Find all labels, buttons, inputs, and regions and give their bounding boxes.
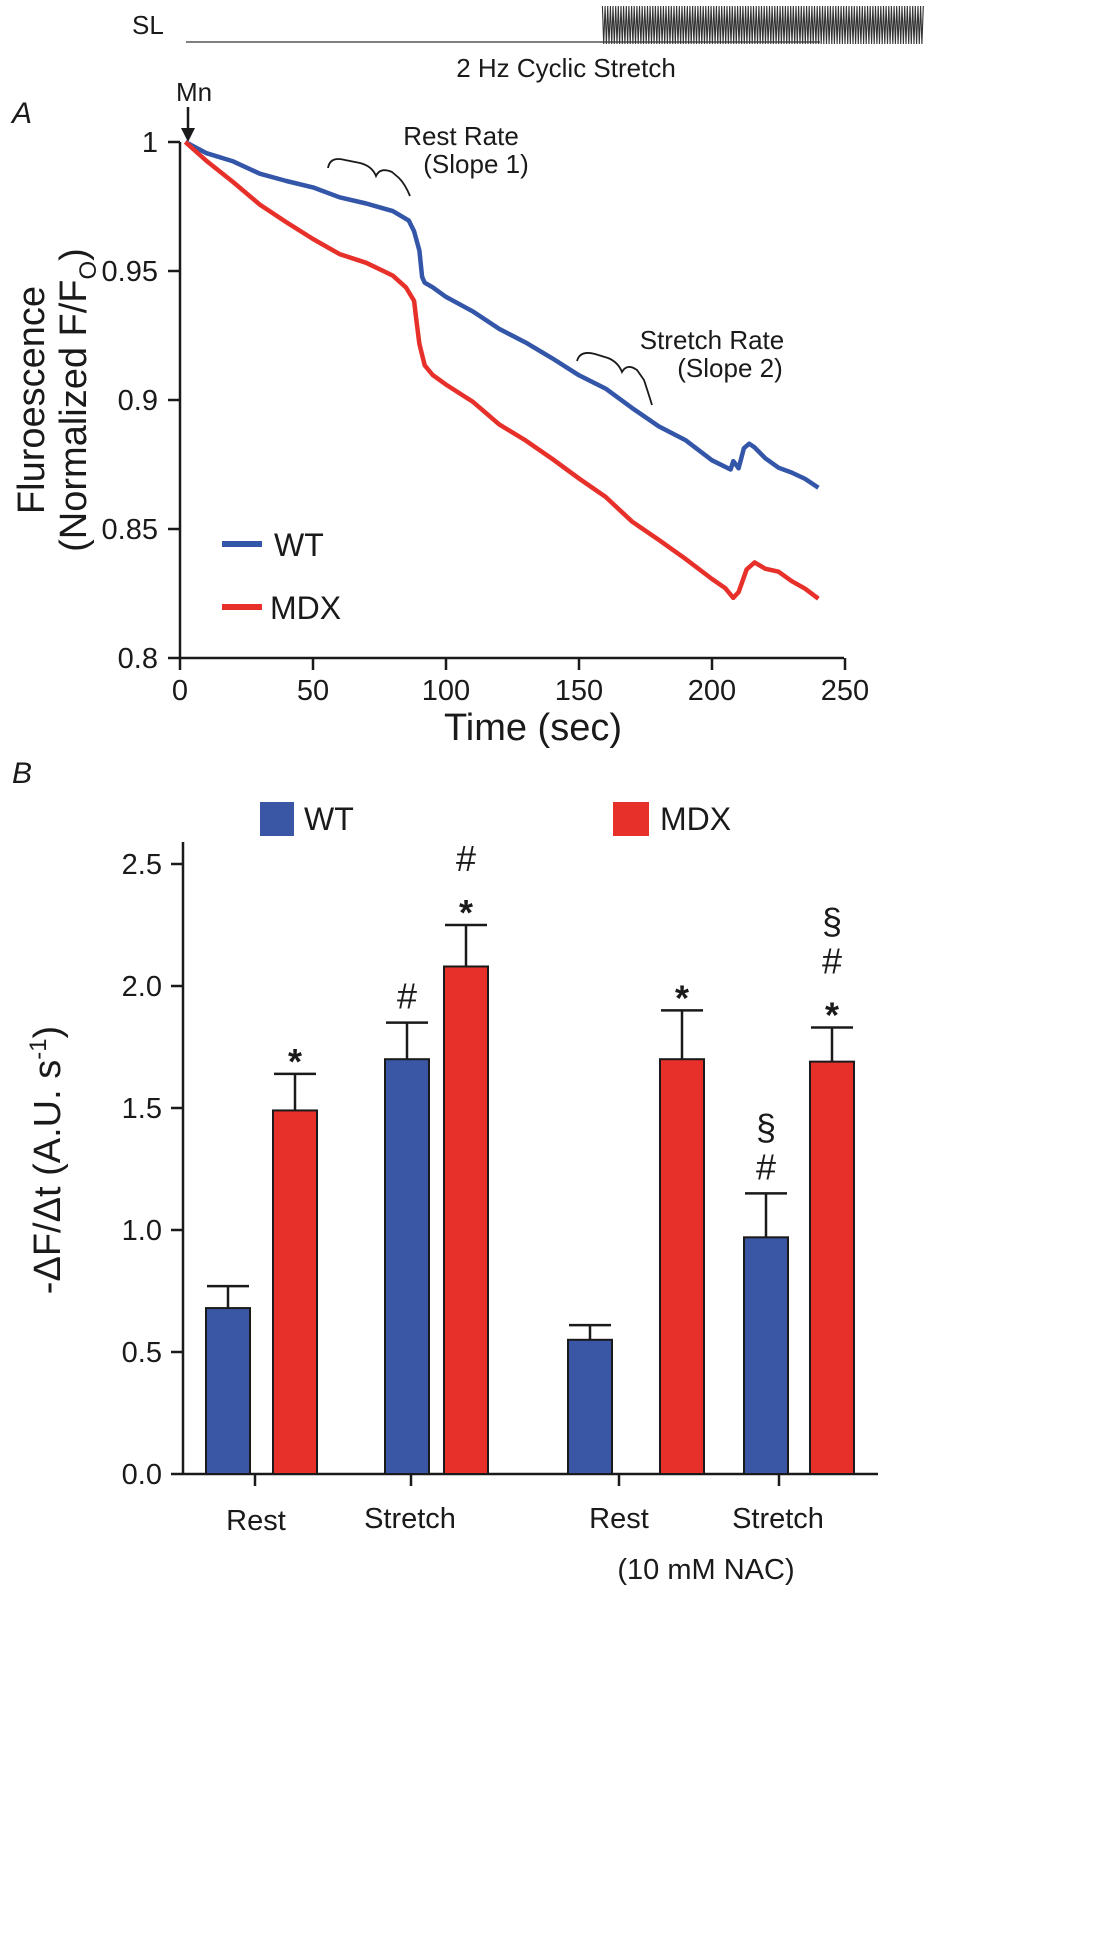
b-ytick-label: 1.5 [122, 1093, 162, 1125]
significance-mark: * [288, 1041, 302, 1082]
wt-bar-2 [384, 1058, 430, 1475]
panel-b-label: B [12, 757, 32, 790]
a-ytick-label: 0.95 [102, 256, 158, 288]
b-ytick-label: 2.0 [122, 971, 162, 1003]
mdx-bar-1 [272, 1109, 318, 1475]
a-ytick-label: 0.9 [118, 385, 158, 417]
mdx-trace [183, 140, 820, 601]
legend-b-wt-label: WT [304, 801, 354, 837]
b-nac-group-label: (10 mM NAC) [617, 1554, 794, 1586]
significance-mark: * [675, 977, 689, 1018]
b-ytick-label: 1.0 [122, 1215, 162, 1247]
b-category-rest: Rest [226, 1505, 286, 1537]
significance-mark: * [825, 994, 839, 1035]
wt-bar-1 [205, 1307, 251, 1475]
rest-rate-label: Rest Rate [403, 121, 519, 151]
significance-mark: # [822, 940, 842, 981]
a-ytick-label: 0.85 [102, 514, 158, 546]
stretch-oscillation [601, 5, 924, 45]
panel-b-x-ticks: Rest Stretch Rest Stretch (10 mM NAC) [226, 1474, 824, 1586]
mdx-bar-2 [443, 965, 489, 1475]
a-xtick-label: 50 [297, 675, 329, 707]
a-xtick-label: 150 [555, 675, 603, 707]
b-ytick-label: 0.0 [122, 1459, 162, 1491]
legend-a-mdx-label: MDX [270, 590, 341, 626]
a-xtick-label: 0 [172, 675, 188, 707]
a-xtick-label: 100 [422, 675, 470, 707]
mdx-bar-3 [659, 1058, 705, 1475]
mdx-bar-4 [809, 1060, 855, 1475]
sl-label: SL [132, 10, 164, 40]
panel-a: A Mn 0.8 0.85 0.9 0.95 1 0 50 10 [10, 77, 869, 749]
significance-mark: # [756, 1146, 776, 1187]
significance-mark: # [397, 976, 417, 1017]
b-category-stretch: Stretch [364, 1503, 456, 1535]
wt-bar-4 [743, 1236, 789, 1475]
stretch-protocol-label: 2 Hz Cyclic Stretch [456, 53, 676, 83]
a-xtick-label: 200 [688, 675, 736, 707]
wt-bar-3 [567, 1338, 613, 1476]
mn-marker-label: Mn [176, 77, 212, 107]
legend-a-wt-label: WT [274, 527, 324, 563]
wt-trace [184, 140, 820, 490]
stretch-cycles [601, 5, 924, 45]
b-category-stretch-nac: Stretch [732, 1503, 824, 1535]
stretch-slope-label: (Slope 2) [677, 353, 783, 383]
panel-b-y-title-text: -ΔF/Δt (A.U. s-1) [25, 1026, 69, 1294]
b-ytick-label: 0.5 [122, 1337, 162, 1369]
panel-a-y-ticks: 0.8 0.85 0.9 0.95 1 [102, 127, 180, 675]
panel-a-y-title-line2: (Normalized F/FO) [53, 248, 102, 552]
a-xtick-label: 250 [821, 675, 869, 707]
rest-slope-label: (Slope 1) [423, 149, 529, 179]
b-category-rest-nac: Rest [589, 1503, 649, 1535]
significance-mark: § [822, 900, 842, 941]
panel-a-y-axis-title: Fluroescence (Normalized F/FO) [11, 248, 102, 552]
panel-b-bars: #§#*#**§#* [205, 838, 855, 1476]
mn-arrow-icon [181, 128, 195, 142]
panel-a-label: A [10, 97, 32, 130]
panel-a-y-title-line1: Fluroescence [11, 286, 53, 514]
stimulus-trace: SL 2 Hz Cyclic Stretch [132, 5, 924, 83]
panel-a-x-ticks: 0 50 100 150 200 250 [172, 658, 869, 707]
rest-rate-bracket [327, 158, 411, 197]
legend-b-wt-swatch [260, 802, 294, 836]
significance-mark: * [459, 892, 473, 933]
stretch-rate-label: Stretch Rate [640, 325, 785, 355]
stretch-rate-bracket [576, 352, 653, 406]
significance-mark: # [456, 838, 476, 879]
panel-a-x-axis-title: Time (sec) [444, 707, 622, 749]
panel-b: B WT MDX 0.0 0.5 1.0 1.5 2.0 2.5 -ΔF/Δt … [12, 757, 878, 1586]
legend-b-mdx-swatch [613, 802, 649, 836]
a-ytick-label: 1 [142, 127, 158, 159]
b-ytick-label: 2.5 [122, 849, 162, 881]
legend-b-mdx-label: MDX [660, 801, 731, 837]
panel-b-y-ticks: 0.0 0.5 1.0 1.5 2.0 2.5 [122, 849, 183, 1491]
a-ytick-label: 0.8 [118, 643, 158, 675]
panel-b-y-axis-title: -ΔF/Δt (A.U. s-1) [25, 1026, 69, 1294]
significance-mark: § [756, 1106, 776, 1147]
